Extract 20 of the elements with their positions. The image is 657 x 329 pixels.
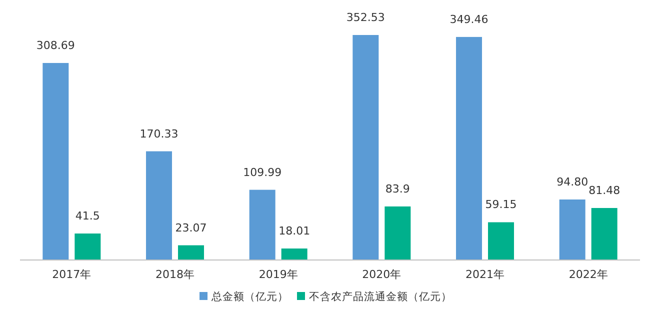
data-label: 349.46 bbox=[450, 12, 488, 26]
data-label: 352.53 bbox=[346, 11, 385, 24]
data-label: 170.33 bbox=[140, 127, 178, 140]
x-tick-label: 2021年 bbox=[466, 268, 504, 281]
data-label: 308.69 bbox=[36, 38, 75, 52]
legend-label: 总金额（亿元） bbox=[210, 290, 288, 303]
legend-label: 不含农产品流通金额（亿元） bbox=[309, 290, 452, 303]
data-label: 94.80 bbox=[556, 175, 588, 188]
data-label: 59.15 bbox=[485, 198, 517, 212]
data-label: 41.5 bbox=[75, 210, 100, 223]
x-tick-label: 2022年 bbox=[568, 268, 608, 281]
x-tick-label: 2020年 bbox=[362, 268, 402, 281]
data-label: 23.07 bbox=[175, 221, 207, 234]
x-tick-label: 2017年 bbox=[52, 268, 92, 281]
data-label: 83.9 bbox=[385, 182, 410, 196]
data-label: 109.99 bbox=[243, 166, 282, 179]
data-label: 18.01 bbox=[278, 224, 310, 238]
data-label: 81.48 bbox=[588, 184, 620, 197]
x-tick-label: 2018年 bbox=[156, 268, 194, 281]
x-tick-label: 2019年 bbox=[258, 268, 298, 281]
